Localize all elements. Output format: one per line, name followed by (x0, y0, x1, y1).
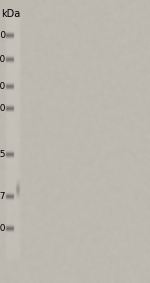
Text: 210: 210 (0, 31, 6, 40)
Text: 100: 100 (0, 82, 6, 91)
Text: 150: 150 (0, 55, 6, 64)
Text: 10: 10 (0, 224, 6, 233)
Text: 35: 35 (0, 150, 6, 159)
Text: kDa: kDa (2, 9, 21, 19)
Text: 70: 70 (0, 104, 6, 113)
Text: 17: 17 (0, 192, 6, 201)
